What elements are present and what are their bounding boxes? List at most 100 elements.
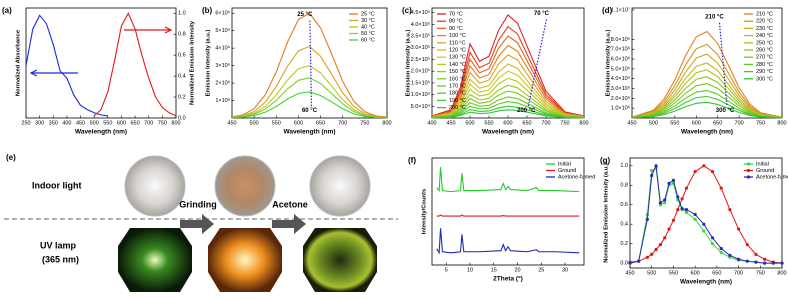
marker xyxy=(719,186,723,190)
marker xyxy=(684,210,689,215)
annotation: 210 °C xyxy=(705,14,724,20)
y-tick-label: 1.0×10⁵ xyxy=(411,91,430,98)
annotation: 70 °C xyxy=(534,11,550,17)
marker xyxy=(650,173,654,178)
annotation: 300 °C xyxy=(716,108,735,114)
legend-label: 130 °C xyxy=(449,55,466,61)
marker xyxy=(658,201,663,205)
x-tick-label: 600 xyxy=(692,120,701,126)
marker xyxy=(736,257,741,261)
legend-label: 210 °C xyxy=(756,11,773,17)
y-tick-label: 6×10⁶ xyxy=(215,10,230,17)
panel-label: (c) xyxy=(402,6,412,15)
legend-label: 80 °C xyxy=(449,19,463,25)
series-line xyxy=(631,53,783,118)
marker xyxy=(745,259,749,263)
marker xyxy=(710,236,715,240)
x-tick-label: 800 xyxy=(579,120,588,126)
marker xyxy=(663,236,667,240)
series-line xyxy=(431,70,585,118)
marker xyxy=(702,164,706,168)
x-tick-label: 20 xyxy=(514,267,520,273)
series-line xyxy=(436,228,580,255)
y2-tick-label: 0.2 xyxy=(178,95,186,101)
marker xyxy=(684,207,689,212)
panel-label: (e) xyxy=(6,153,16,162)
legend-marker xyxy=(746,162,751,166)
series-line xyxy=(631,83,783,119)
step-label: Grinding xyxy=(179,199,217,209)
legend-label: 70 °C xyxy=(449,11,463,17)
y-tick-label: 1.5×10⁵ xyxy=(411,79,430,86)
annotation: 25 °C xyxy=(297,12,313,18)
arrow xyxy=(29,69,78,77)
marker xyxy=(745,243,749,247)
legend-label: 100 °C xyxy=(449,33,466,39)
y2-tick-label: 1.0 xyxy=(178,11,186,17)
series-line xyxy=(431,25,585,117)
x-tick-label: 650 xyxy=(316,120,325,126)
marker xyxy=(684,186,689,190)
dish-uv xyxy=(208,228,282,292)
annotation: 200 °C xyxy=(517,108,536,114)
y-tick-label: 4×10⁶ xyxy=(215,45,230,52)
y-axis-label: Normalized Absorbance xyxy=(16,29,22,96)
y-tick-label: 6.0×10⁶ xyxy=(611,56,630,63)
x-tick-label: 600 xyxy=(117,120,126,126)
y-tick-label: 1.1×10⁷ xyxy=(611,6,630,13)
x-tick-label: 750 xyxy=(756,270,765,276)
y2-tick-label: 0.4 xyxy=(178,74,186,80)
series-line xyxy=(431,90,585,119)
x-axis-label: Wavelength (nm) xyxy=(75,129,127,136)
y-tick-label: 5×10⁶ xyxy=(215,27,230,34)
x-tick-label: 450 xyxy=(76,120,85,126)
y-tick-label: 1.0 xyxy=(620,163,628,169)
x-tick-label: 350 xyxy=(49,120,58,126)
x-tick-label: 10 xyxy=(467,267,473,273)
series-line xyxy=(431,101,585,119)
legend-label: Acetone-fumed xyxy=(756,174,788,180)
x-tick-label: 700 xyxy=(338,120,347,126)
x-tick-label: 600 xyxy=(294,120,303,126)
plot-frame xyxy=(431,157,585,266)
marker xyxy=(671,178,676,182)
dish xyxy=(309,155,371,217)
marker xyxy=(710,170,715,174)
marker xyxy=(763,257,767,261)
legend-label: Initial xyxy=(558,161,571,167)
y-axis-label: Intensity/Counts xyxy=(422,189,428,234)
x-tick-label: 650 xyxy=(522,120,531,126)
y-tick-label: 8.0×10⁶ xyxy=(611,36,630,43)
legend-label: 270 °C xyxy=(756,55,773,61)
row-label: Indoor light xyxy=(32,180,82,190)
legend-label: 280 °C xyxy=(756,62,773,68)
series-line xyxy=(629,166,782,264)
arrow xyxy=(124,26,173,34)
y-tick-label: 4.0×10⁶ xyxy=(611,75,630,82)
marker xyxy=(671,218,676,222)
marker xyxy=(667,227,671,231)
annotation: 60 °C xyxy=(302,108,318,114)
series-line xyxy=(631,76,783,119)
y-axis-label: Emission Intensity (a.u.) xyxy=(606,30,612,97)
plot-frame xyxy=(629,157,783,269)
legend-label: 240 °C xyxy=(756,33,773,39)
marker xyxy=(693,170,697,174)
y-tick-label: 0.0 xyxy=(620,261,628,267)
series-line xyxy=(431,109,585,119)
marker xyxy=(650,252,654,256)
x-tick-label: 500 xyxy=(90,120,99,126)
series-line xyxy=(631,95,783,119)
marker xyxy=(676,207,680,212)
legend-label: 250 °C xyxy=(756,40,773,46)
y-tick-label: 7.0×10⁶ xyxy=(611,46,630,53)
y-tick-label: 0.4 xyxy=(620,222,628,228)
x-tick-label: 550 xyxy=(272,120,281,126)
x-tick-label: 450 xyxy=(625,270,634,276)
series-line xyxy=(231,91,388,119)
series-line xyxy=(436,167,580,193)
marker xyxy=(702,222,706,226)
series-line xyxy=(231,45,388,118)
legend-label: 90 °C xyxy=(449,26,463,32)
